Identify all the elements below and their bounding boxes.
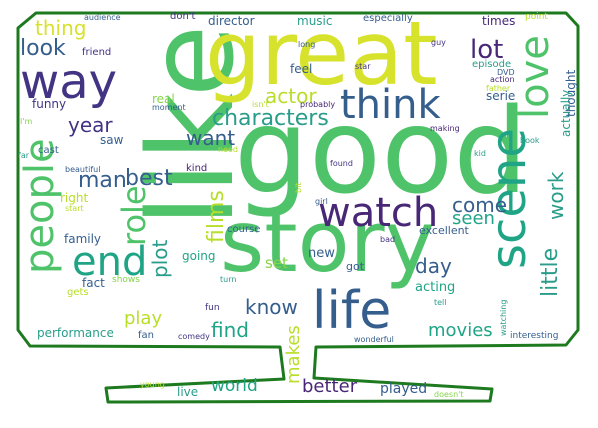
word-found: found [330,159,353,168]
word-point: point [525,12,548,22]
word-kind: kind [186,163,208,174]
word-right: right [60,191,89,205]
word-end: end [72,239,148,285]
word-look: look [20,36,66,61]
word-great: great [205,2,438,105]
word-watching: watching [499,299,508,336]
word-star: star [355,62,371,71]
word-movies: movies [428,320,493,341]
word-best: best [125,166,173,191]
word-course: course [227,224,261,235]
word-saw: saw [100,133,124,147]
word-need: need [218,145,238,154]
word-especially: especially [363,13,413,24]
word-play: play [124,308,163,329]
word-feel: feel [290,62,313,76]
word-thing: thing [35,16,87,40]
word-man: man [78,168,127,193]
word-story: story [220,193,435,292]
word-doesn-t: doesn't [434,390,464,399]
word-actor: actor [265,84,317,108]
word-interesting: interesting [510,331,559,341]
word-start: start [65,204,84,213]
word-book: book [520,136,540,145]
word-far: far [18,151,30,160]
word-action: action [490,75,515,84]
word-good: good [234,82,529,220]
word-dvd: DVD [497,68,515,77]
word-work: work [544,171,568,220]
word-actually: actually [559,89,573,137]
word-long: long [298,40,316,49]
word-world: world [211,376,258,396]
word-kid: kid [474,149,486,158]
word-i-m: I'm [20,117,33,126]
word-better: better [302,376,358,397]
word-serie: serie [486,89,516,103]
word-lot: lot [470,35,504,65]
word-making: making [430,124,460,133]
word-seen: seen [452,208,495,229]
word-gets: gets [67,287,89,298]
word-plot: plot [148,239,172,278]
word-episode: episode [472,59,512,70]
word-turn: turn [220,275,237,284]
word-wonderful: wonderful [354,335,394,344]
word-family: family [64,232,102,246]
word-find: find [211,318,249,342]
word-new: new [308,246,335,261]
word-shows: shows [112,275,140,285]
word-music: music [297,14,333,28]
word-tell: tell [434,298,447,307]
word-fan: fan [138,330,154,341]
word-girl: girl [315,197,328,206]
word-way: way [20,54,118,110]
word-role: role [115,185,153,246]
word-guy: guy [431,38,446,47]
word-friend: friend [82,47,112,58]
word-comedy: comedy [178,332,210,341]
word-year: year [68,113,113,137]
word-times: times [482,14,516,28]
word-day: day [415,254,452,278]
word-watch: watch [318,190,439,236]
word-performance: performance [37,326,114,340]
word-funny: funny [32,97,67,111]
word-young: young [140,380,165,389]
word-life: life [312,281,392,341]
word-excellent: excellent [419,224,469,237]
word-fact: fact [82,276,105,290]
word-makes: makes [283,325,304,384]
word-live: live [177,385,199,399]
word-bit: bit [294,182,303,193]
word-isn-t: isn't [252,100,269,109]
word-come: come [452,193,508,217]
word-know: know [245,295,298,319]
word-real: real [152,92,175,106]
word-films: films [204,190,229,243]
word-characters: characters [212,106,329,131]
word-played: played [380,381,428,397]
word-think: think [340,82,441,128]
word-little: little [538,247,563,297]
word-director: director [208,14,255,28]
screen-outline [16,11,580,404]
word-acting: acting [415,280,456,295]
word-father: father [486,84,511,93]
word-probably: probably [300,100,336,109]
word-moment: moment [152,103,186,112]
word-fun: fun [205,303,220,313]
word-don-t: don't [170,11,196,22]
word-audience: audience [84,13,121,22]
word-beautiful: beautiful [65,165,101,174]
word-going: going [182,249,216,263]
word-bad: bad [380,235,396,244]
word-cast: cast [38,145,59,156]
word-got: got [346,260,365,273]
word-set: set [265,254,288,272]
word-love: love [512,35,558,119]
word-want: want [186,126,236,150]
